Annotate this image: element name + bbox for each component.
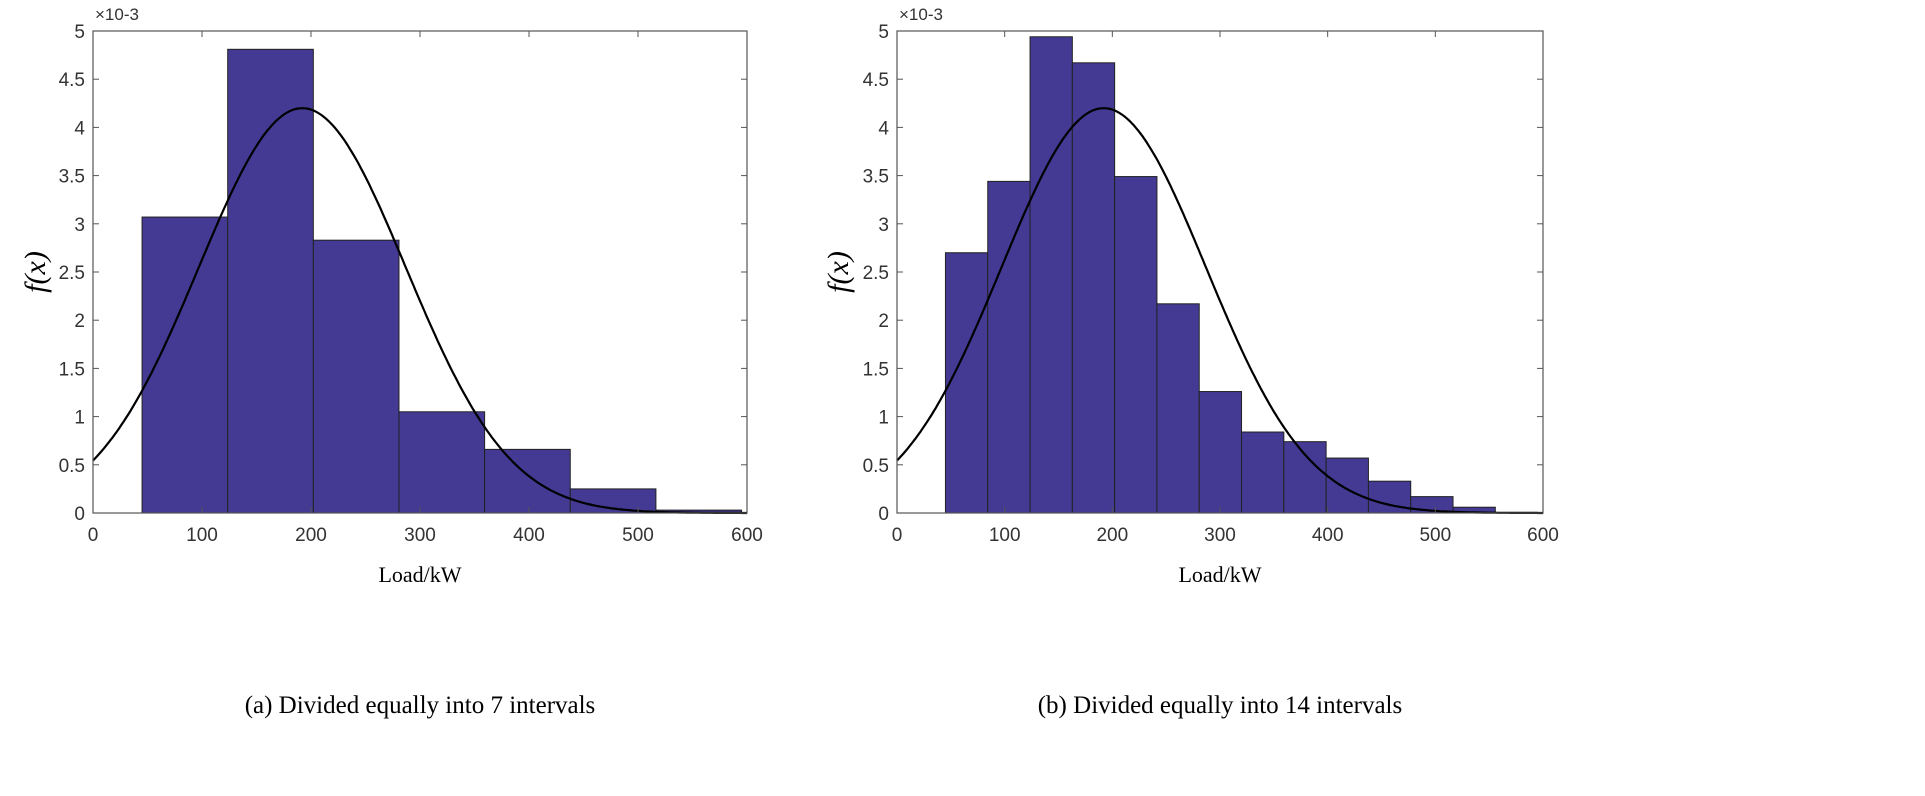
x-tick-label: 600 (1527, 525, 1559, 546)
x-tick-label: 0 (88, 525, 99, 546)
x-tick-label: 400 (1312, 525, 1344, 546)
y-tick-label: 0 (878, 504, 889, 525)
x-tick-label: 500 (622, 525, 654, 546)
histogram-bar (1325, 457, 1369, 514)
y-tick-label: 1.5 (59, 359, 85, 380)
histogram-bar (484, 448, 571, 514)
histogram-bar (987, 180, 1031, 514)
histogram-bar (1114, 176, 1158, 514)
chart-panel-b: f(x) Load/kW (b) Divided equally into 14… (822, 5, 1559, 719)
y-tick-label: 2 (878, 311, 889, 332)
y-tick-label: 4 (74, 118, 85, 139)
caption: (a) Divided equally into 7 intervals (245, 692, 596, 719)
histogram-bar (1283, 441, 1327, 514)
x-tick-label: 200 (295, 525, 327, 546)
x-tick-label: 300 (404, 525, 436, 546)
y-tick-label: 3 (878, 215, 889, 236)
x-tick-label: 600 (731, 525, 763, 546)
histogram-bar (312, 239, 400, 514)
y-tick-label: 3 (74, 215, 85, 236)
histogram-bar (227, 48, 314, 514)
y-tick-label: 3.5 (59, 167, 85, 188)
x-tick-label: 500 (1419, 525, 1451, 546)
y-tick-label: 0 (74, 504, 85, 525)
y-tick-label: 4.5 (59, 70, 85, 91)
histogram-bar (1198, 391, 1243, 514)
x-tick-label: 400 (513, 525, 545, 546)
y-tick-label: 2 (74, 311, 85, 332)
y-axis-label: f(x) (19, 251, 52, 293)
histogram-bar (398, 411, 486, 514)
histogram-bar (1029, 36, 1073, 514)
histogram-bar (944, 252, 989, 514)
x-tick-label: 100 (186, 525, 218, 546)
caption: (b) Divided equally into 14 intervals (1038, 692, 1403, 719)
y-tick-label: 3.5 (863, 167, 889, 188)
y-axis-label: f(x) (822, 251, 855, 293)
histogram-bar (1241, 431, 1285, 514)
chart-panel-a: f(x) Load/kW (a) Divided equally into 7 … (19, 5, 763, 719)
y-tick-label: 1 (74, 408, 85, 429)
histogram-bar (1071, 62, 1116, 514)
x-tick-label: 0 (892, 525, 903, 546)
y-axis-multiplier: ×10-3 (95, 5, 139, 24)
y-tick-label: 1 (878, 408, 889, 429)
y-tick-label: 4 (878, 118, 889, 139)
y-tick-label: 0.5 (863, 456, 889, 477)
y-tick-label: 1.5 (863, 359, 889, 380)
x-axis-label: Load/kW (378, 562, 461, 587)
y-tick-label: 0.5 (59, 456, 85, 477)
x-tick-label: 100 (989, 525, 1021, 546)
y-tick-label: 2.5 (863, 263, 889, 284)
y-tick-label: 5 (74, 22, 85, 43)
x-tick-label: 200 (1096, 525, 1128, 546)
y-tick-label: 5 (878, 22, 889, 43)
x-axis-label: Load/kW (1178, 562, 1261, 587)
x-tick-label: 300 (1204, 525, 1236, 546)
y-tick-label: 2.5 (59, 263, 85, 284)
y-axis-multiplier: ×10-3 (899, 5, 943, 24)
y-tick-label: 4.5 (863, 70, 889, 91)
histogram-bar (1156, 303, 1200, 514)
